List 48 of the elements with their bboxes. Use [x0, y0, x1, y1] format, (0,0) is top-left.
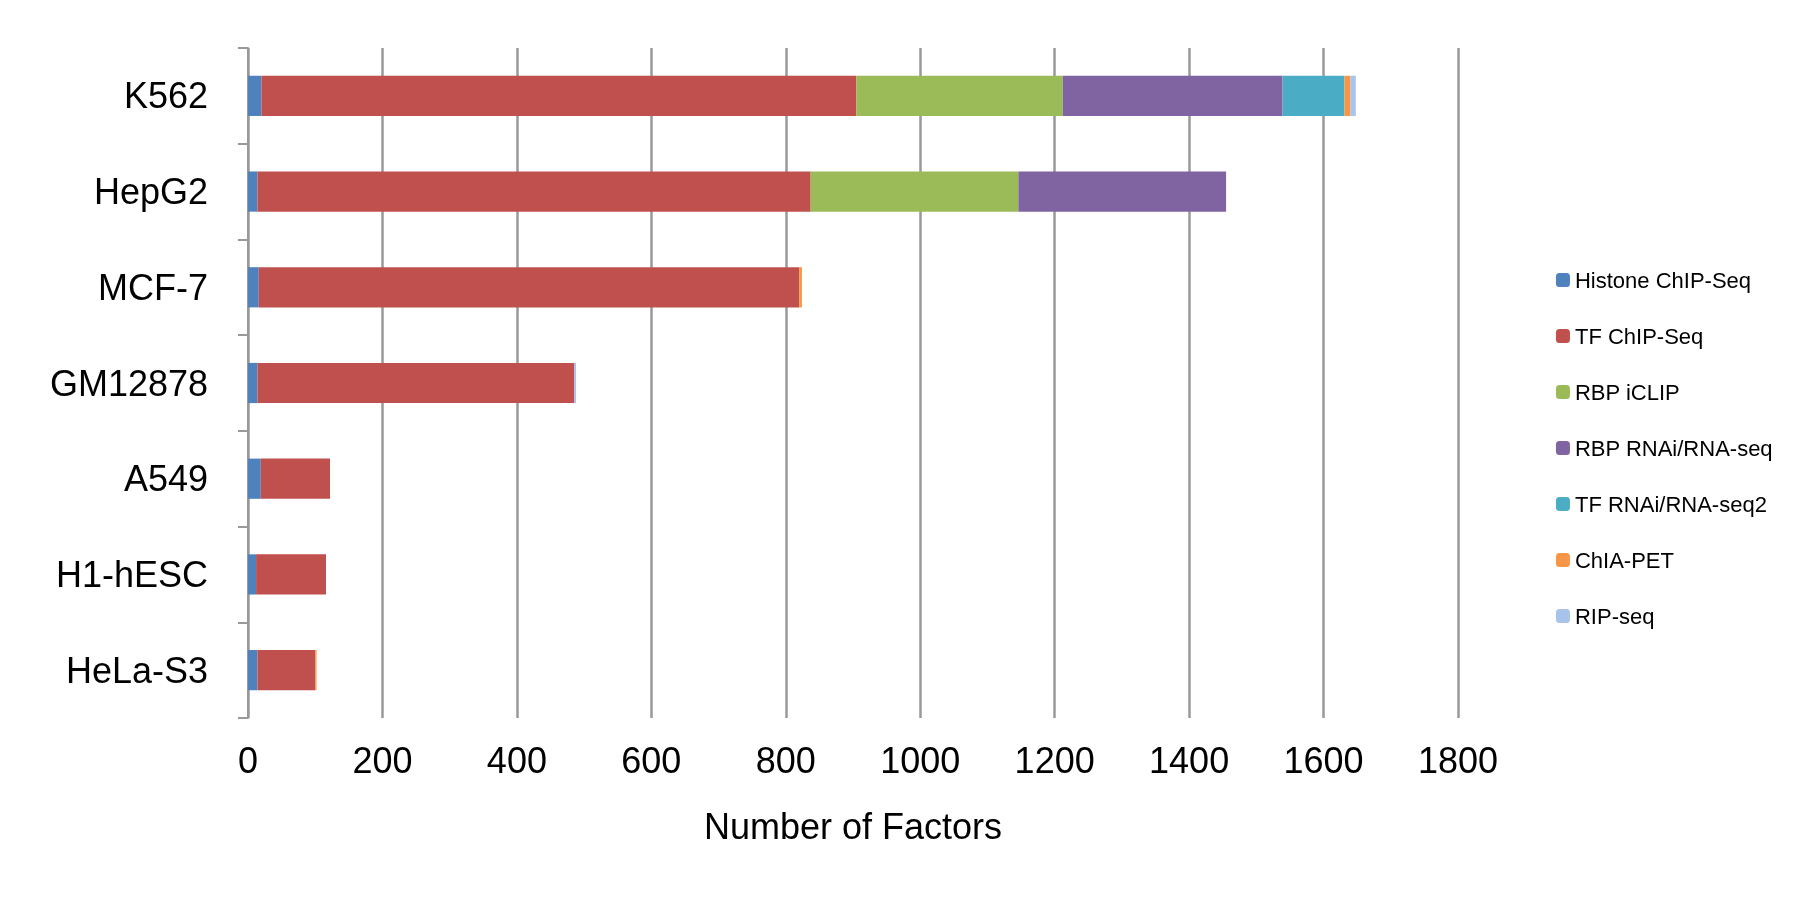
bar	[1062, 75, 1283, 116]
bar	[856, 75, 1063, 116]
x-tick-label: 1800	[1417, 739, 1499, 781]
y-tick-label: HepG2	[93, 171, 208, 213]
x-tick-label: 1400	[1149, 739, 1230, 781]
bar	[1018, 171, 1227, 212]
bar	[248, 554, 257, 595]
x-tick-label: 800	[755, 739, 816, 781]
bar	[248, 458, 261, 499]
bar	[574, 362, 577, 404]
y-tick-label: H1-hESC	[55, 553, 208, 595]
x-tick-label: 1600	[1283, 739, 1364, 781]
x-tick-label: 600	[621, 739, 682, 781]
y-tick-label: GM12878	[49, 362, 208, 404]
legend-label: TF ChIP-Seq	[1574, 323, 1704, 349]
x-tick-label: 1000	[880, 739, 961, 781]
x-tick-label: 400	[486, 739, 547, 781]
bar	[248, 171, 258, 212]
bar	[1350, 75, 1356, 116]
y-tick-label: K562	[123, 75, 208, 117]
x-tick-label: 200	[352, 739, 413, 781]
bar	[248, 75, 262, 116]
y-tick-label: A549	[123, 458, 208, 500]
bar	[257, 171, 811, 212]
bar	[248, 650, 258, 691]
legend-label: TF RNAi/RNA-seq2	[1574, 491, 1767, 517]
bar	[248, 362, 258, 404]
bar	[260, 458, 331, 499]
bar	[799, 267, 802, 308]
legend-label: RBP RNAi/RNA-seq	[1574, 435, 1773, 461]
bar	[257, 362, 575, 404]
x-tick-label: 1200	[1014, 739, 1095, 781]
legend-label: RBP iCLIP	[1574, 379, 1680, 405]
legend-label: Histone ChIP-Seq	[1574, 267, 1752, 293]
y-tick-label: HeLa-S3	[65, 649, 208, 691]
x-axis-title: Number of Factors	[703, 805, 1003, 847]
legend-label: ChIA-PET	[1574, 547, 1674, 573]
bar	[1344, 75, 1351, 116]
bar	[257, 650, 316, 691]
bar	[258, 267, 800, 308]
bar	[248, 267, 259, 308]
bar	[1282, 75, 1345, 116]
bar	[256, 554, 326, 595]
bar	[810, 171, 1019, 212]
y-tick-label: MCF-7	[98, 266, 208, 308]
x-tick-label: 0	[237, 739, 259, 781]
bar	[261, 75, 857, 116]
legend-label: RIP-seq	[1574, 603, 1655, 629]
